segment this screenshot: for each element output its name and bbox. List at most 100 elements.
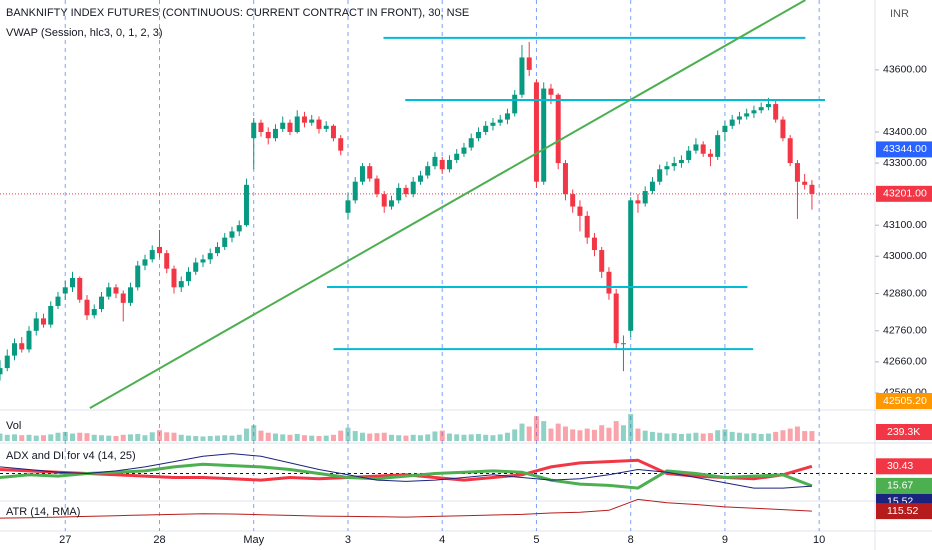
chart-title: BANKNIFTY INDEX FUTURES (CONTINUOUS: CUR… — [6, 7, 469, 19]
candle-body — [613, 293, 619, 344]
candle-body — [330, 125, 336, 139]
candle-body — [280, 122, 286, 129]
candle-body — [222, 237, 228, 247]
volume-bar — [642, 430, 648, 441]
candle-body — [707, 153, 713, 157]
atr-last-label: 115.52 — [887, 505, 918, 517]
volume-bar — [280, 434, 286, 441]
volume-bar — [780, 430, 786, 441]
candle-body — [113, 287, 119, 294]
candle-body — [77, 277, 83, 300]
volume-bar — [504, 432, 510, 441]
candle-body — [149, 250, 155, 260]
candle-body — [301, 116, 307, 123]
volume-bar — [722, 429, 728, 441]
candle-body — [309, 119, 315, 123]
x-tick-label: 8 — [628, 534, 634, 546]
candle-body — [272, 128, 278, 139]
volume-bar — [794, 426, 800, 441]
volume-bar — [207, 436, 213, 441]
volume-bar — [613, 421, 619, 441]
volume-bar — [584, 428, 590, 441]
adx-last-marker — [876, 477, 932, 494]
adx-last-label: 30.43 — [887, 460, 913, 472]
candle-body — [497, 119, 503, 123]
volume-bar — [649, 431, 655, 441]
x-tick-label: 27 — [59, 534, 71, 546]
volume-bar — [352, 431, 358, 441]
volume-title: Vol — [6, 420, 21, 432]
candle-body — [439, 159, 445, 170]
volume-bar — [164, 432, 170, 441]
volume-bar — [345, 427, 351, 441]
atr-line — [0, 498, 812, 519]
x-tick-label: 4 — [439, 534, 445, 546]
volume-bar — [84, 433, 90, 441]
candle-body — [562, 163, 568, 195]
volume-bar — [381, 432, 387, 441]
candle-body — [809, 184, 815, 194]
volume-bar — [272, 433, 278, 441]
volume-bar — [483, 434, 489, 441]
volume-bar — [156, 430, 162, 441]
volume-bar — [635, 428, 641, 441]
currency: INR — [890, 8, 909, 20]
volume-bar — [439, 430, 445, 441]
candle-body — [287, 122, 293, 133]
price-axis: 43600.00 43400.00 43300.00 43100.00 43000.00… — [875, 64, 927, 399]
candle-body — [606, 271, 612, 294]
volume-bar — [200, 436, 206, 441]
volume-bar — [432, 431, 438, 441]
candle-body — [323, 125, 329, 129]
adx-title: ADX and DI for v4 (14, 25) — [6, 450, 136, 462]
candle-body — [374, 178, 380, 195]
candle-body — [345, 200, 351, 213]
y-tick-label: 42660.00 — [883, 356, 927, 368]
candle-body — [33, 318, 39, 331]
candle-body — [48, 305, 54, 325]
candle-body — [316, 119, 322, 129]
volume-bar — [251, 425, 257, 441]
candle-body — [758, 107, 764, 111]
candle-body — [106, 287, 112, 297]
volume-bar — [700, 433, 706, 441]
candle-body — [504, 113, 510, 120]
volume-bar — [113, 436, 119, 441]
candle-body — [200, 259, 206, 263]
candle-body — [84, 299, 90, 316]
x-tick-label: May — [243, 534, 264, 546]
volume-bar — [591, 429, 597, 441]
candle-body — [98, 296, 104, 310]
volume-bar — [396, 435, 402, 441]
candle-body — [570, 194, 576, 207]
volume-bar — [142, 435, 148, 441]
volume-bar — [773, 431, 779, 441]
candle-body — [548, 88, 554, 95]
volume-bar — [120, 434, 126, 441]
volume-bar — [541, 421, 547, 441]
candle-body — [91, 309, 97, 316]
volume-bar — [171, 432, 177, 441]
volume-bar — [4, 434, 10, 441]
candle-body — [214, 246, 220, 254]
candle-body — [620, 343, 626, 345]
volume-bar — [548, 428, 554, 441]
candle-body — [19, 343, 25, 350]
candle-body — [338, 138, 344, 151]
y-tick-label: 43600.00 — [883, 64, 927, 76]
candle-body — [4, 355, 10, 369]
volume-bar — [512, 429, 518, 441]
volume-bar — [519, 423, 525, 441]
candle-body — [258, 122, 264, 133]
volume-bar — [214, 435, 220, 441]
volume-bar — [657, 432, 663, 441]
volume-bar — [40, 435, 46, 441]
candle-body — [0, 368, 3, 375]
candle-body — [142, 259, 148, 266]
candle-body — [736, 116, 742, 120]
candle-body — [780, 119, 786, 139]
candle-body — [26, 330, 32, 350]
volume-bar — [48, 434, 54, 441]
candle-body — [243, 184, 249, 226]
volume-bar — [736, 432, 742, 441]
